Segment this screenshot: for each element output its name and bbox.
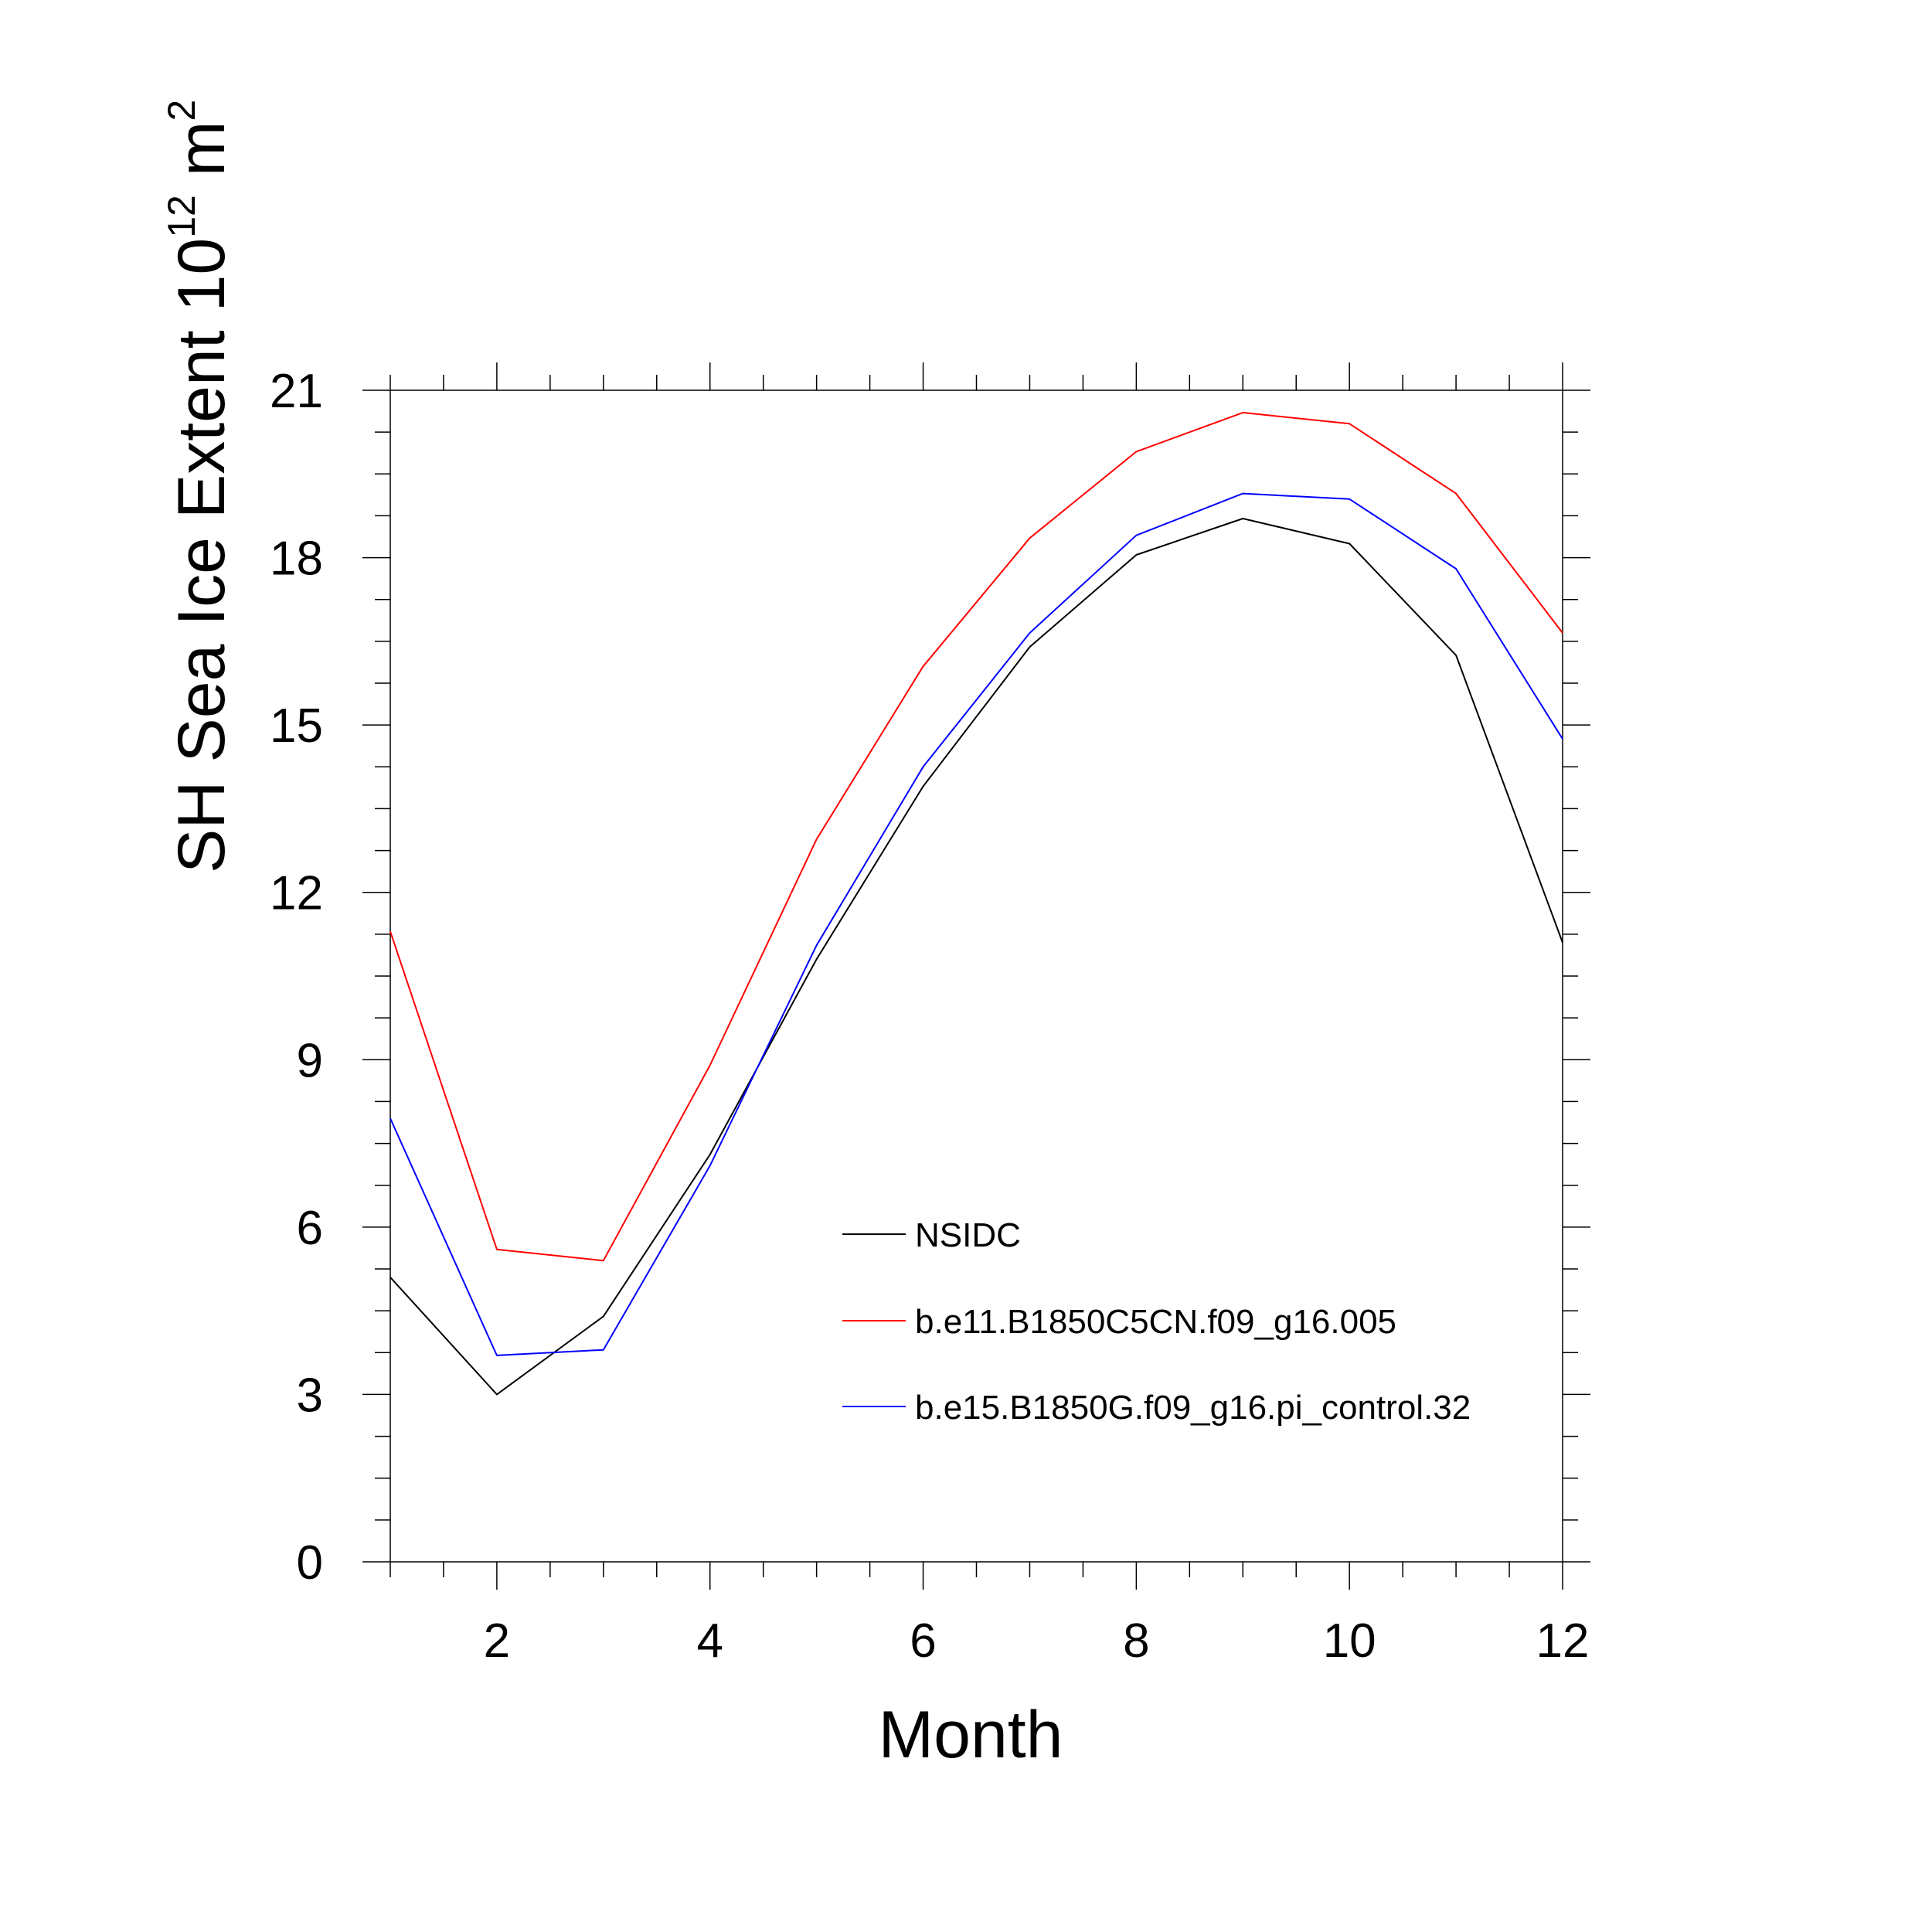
legend-label-2: b.e11.B1850C5CN.f09_g16.005 <box>915 1303 1396 1341</box>
legend-label-3: b.e15.B1850G.f09_g16.pi_control.32 <box>915 1389 1471 1427</box>
y-tick-label: 21 <box>270 365 323 418</box>
x-axis-title: Month <box>878 1698 1063 1772</box>
axis-ticks <box>362 362 1590 1590</box>
y-axis-title-text: SH Sea Ice Extent 10 <box>165 238 239 873</box>
x-tick-label: 8 <box>1123 1614 1149 1668</box>
y-axis-title-exponent: 12 <box>160 195 203 238</box>
axis-tick-labels: 2 4 6 8 10 12 0 3 6 9 12 15 18 21 <box>270 365 1589 1668</box>
x-tick-label: 12 <box>1536 1614 1590 1668</box>
series-line-2 <box>389 411 1563 1262</box>
series-line-1 <box>389 518 1563 1396</box>
y-axis-title-unit: m <box>165 121 239 196</box>
series-line-3 <box>389 492 1563 1356</box>
y-tick-label: 12 <box>270 867 323 920</box>
legend: NSIDC b.e11.B1850C5CN.f09_g16.005 b.e15.B1… <box>842 1216 1471 1427</box>
y-axis-title-unit-exponent: 2 <box>160 100 203 121</box>
x-tick-label: 10 <box>1323 1614 1376 1668</box>
y-tick-label: 0 <box>297 1536 323 1590</box>
y-tick-label: 3 <box>297 1369 323 1422</box>
y-tick-label: 18 <box>270 532 323 586</box>
y-tick-label: 15 <box>270 699 323 753</box>
plot-axes <box>389 389 1563 1563</box>
data-series <box>389 411 1563 1396</box>
x-tick-label: 4 <box>696 1614 723 1668</box>
x-tick-label: 6 <box>910 1614 936 1668</box>
y-tick-label: 6 <box>297 1202 323 1255</box>
legend-label-1: NSIDC <box>915 1216 1021 1254</box>
y-tick-label: 9 <box>297 1034 323 1087</box>
x-tick-label: 2 <box>484 1614 510 1668</box>
y-axis-title: SH Sea Ice Extent 1012 m2 <box>160 100 239 873</box>
plot-frame <box>389 389 1563 1563</box>
